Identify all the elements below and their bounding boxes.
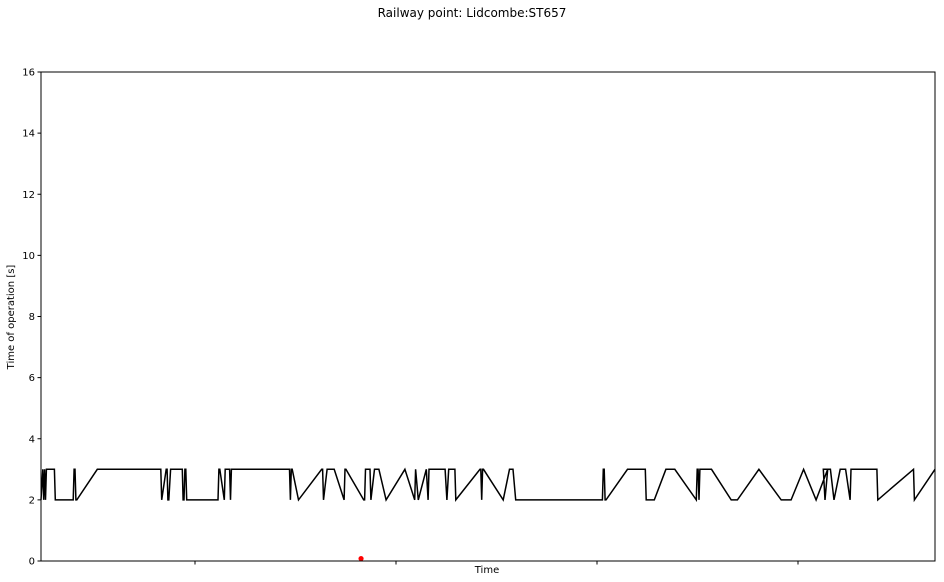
chart-title: Railway point: Lidcombe:ST657 — [378, 6, 567, 20]
x-axis-label: Time — [474, 565, 499, 576]
plot-frame — [40, 71, 936, 562]
y-axis-label: Time of operation [s] — [6, 265, 17, 371]
y-tick-label: 16 — [22, 68, 35, 79]
y-tick-label: 2 — [29, 495, 35, 506]
y-tick-label: 0 — [29, 557, 35, 568]
y-tick-label: 12 — [22, 190, 35, 201]
plot-area: 0 2 4 6 8 10 12 14 16 — [22, 68, 936, 568]
marker-point-0 — [358, 555, 364, 562]
y-tick-label: 4 — [29, 434, 35, 445]
y-tick-label: 8 — [29, 312, 35, 323]
series-line-0 — [40, 467, 936, 503]
y-tick-label: 14 — [22, 129, 35, 140]
y-tick-label: 10 — [22, 251, 35, 262]
y-tick-label: 6 — [29, 373, 35, 384]
